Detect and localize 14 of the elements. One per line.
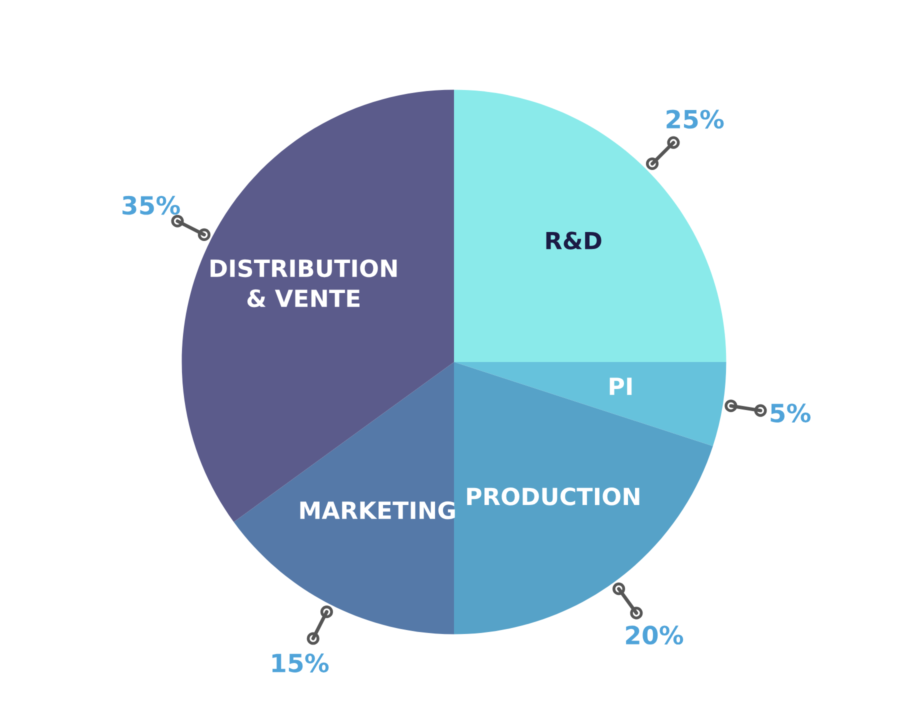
- data-label: 35%: [122, 196, 180, 215]
- slice-label: MARKETING: [300, 501, 455, 520]
- data-label: 20%: [626, 626, 684, 645]
- data-label: 25%: [666, 110, 724, 129]
- slice-label: PI: [610, 378, 632, 395]
- pie-slice: [454, 90, 726, 362]
- slice-label: DISTRIBUTION & VENTE: [210, 259, 397, 308]
- slice-label: PRODUCTION: [467, 488, 640, 506]
- data-label: 5%: [770, 404, 811, 422]
- pie-slice: [454, 362, 726, 446]
- pie-slice: [234, 362, 454, 634]
- pie-slice: [182, 90, 454, 522]
- slice-label: R&D: [546, 232, 602, 250]
- data-label: 15%: [272, 654, 329, 672]
